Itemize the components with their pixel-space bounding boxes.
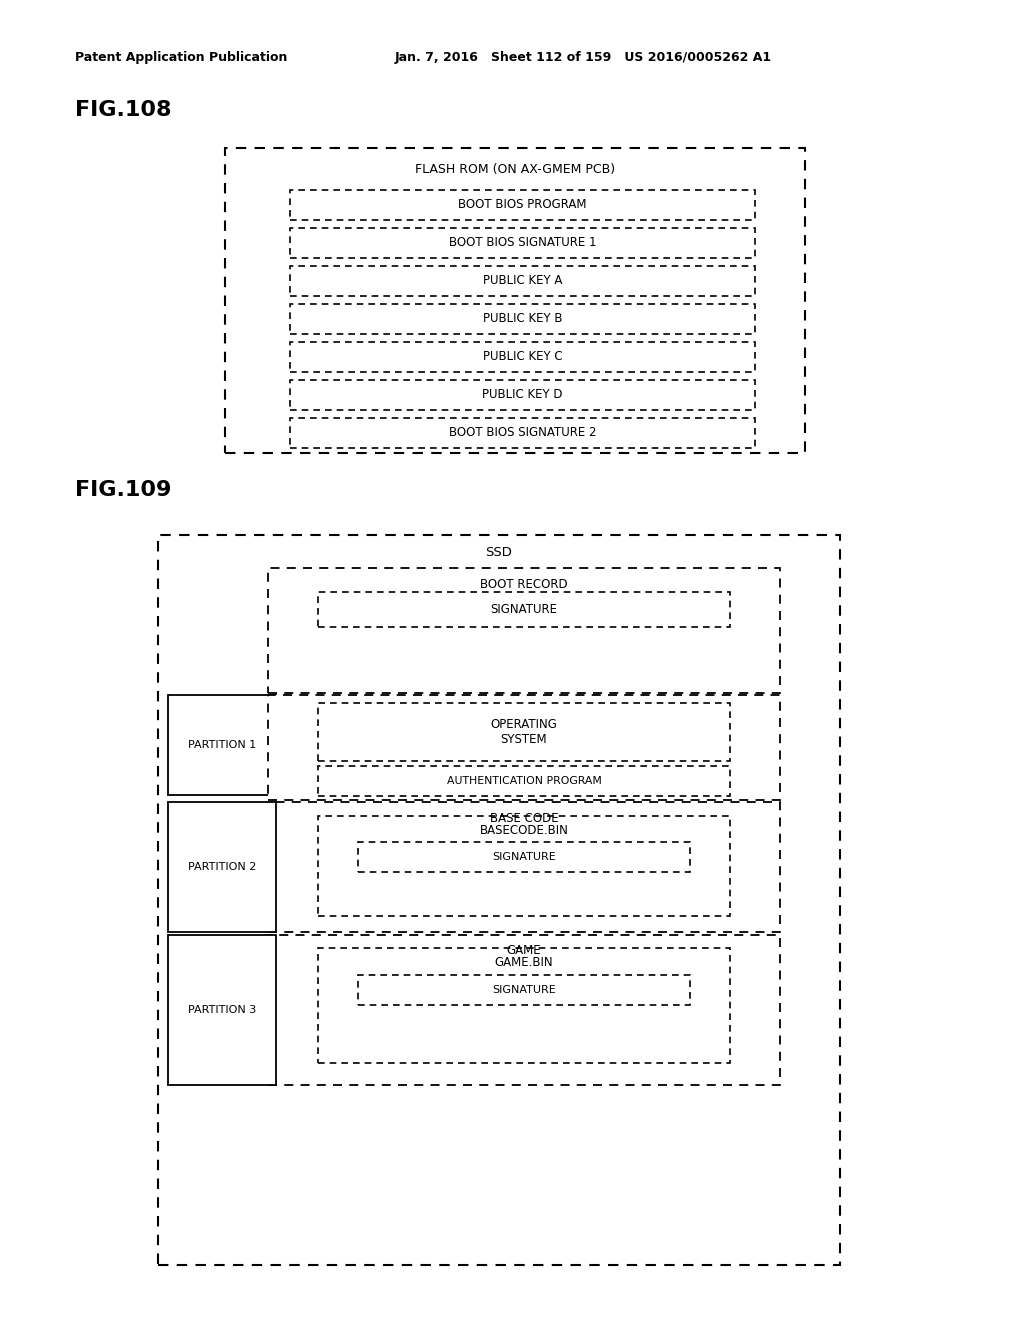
Text: SIGNATURE: SIGNATURE (490, 603, 557, 616)
Bar (318, 816, 730, 916)
Bar (358, 975, 690, 1005)
Bar (290, 342, 755, 372)
Text: PARTITION 2: PARTITION 2 (187, 862, 256, 873)
Text: FLASH ROM (ON AX-GMEM PCB): FLASH ROM (ON AX-GMEM PCB) (415, 164, 615, 177)
Bar (290, 418, 755, 447)
Text: Jan. 7, 2016   Sheet 112 of 159   US 2016/0005262 A1: Jan. 7, 2016 Sheet 112 of 159 US 2016/00… (395, 51, 772, 65)
Text: BASE CODE: BASE CODE (489, 812, 558, 825)
Text: OPERATING
SYSTEM: OPERATING SYSTEM (490, 718, 557, 746)
Text: SIGNATURE: SIGNATURE (493, 851, 556, 862)
Text: BOOT BIOS SIGNATURE 2: BOOT BIOS SIGNATURE 2 (449, 426, 596, 440)
Bar (318, 948, 730, 1063)
Bar (225, 148, 805, 453)
Bar (168, 803, 276, 932)
Text: PUBLIC KEY B: PUBLIC KEY B (482, 313, 562, 326)
Text: BASECODE.BIN: BASECODE.BIN (479, 825, 568, 837)
Text: PUBLIC KEY C: PUBLIC KEY C (482, 351, 562, 363)
Text: SSD: SSD (485, 546, 512, 560)
Bar (168, 935, 276, 1085)
Bar (318, 591, 730, 627)
Bar (318, 766, 730, 796)
Text: GAME.BIN: GAME.BIN (495, 957, 553, 969)
Text: GAME: GAME (507, 945, 542, 957)
Text: FIG.109: FIG.109 (75, 480, 171, 500)
Bar (168, 696, 276, 795)
Bar (268, 568, 780, 693)
Text: BOOT BIOS PROGRAM: BOOT BIOS PROGRAM (459, 198, 587, 211)
Bar (158, 535, 840, 1265)
Bar (318, 704, 730, 762)
Bar (290, 228, 755, 257)
Text: FIG.108: FIG.108 (75, 100, 171, 120)
Text: SIGNATURE: SIGNATURE (493, 985, 556, 995)
Bar (290, 380, 755, 411)
Text: PUBLIC KEY D: PUBLIC KEY D (482, 388, 563, 401)
Bar (290, 267, 755, 296)
Text: PUBLIC KEY A: PUBLIC KEY A (482, 275, 562, 288)
Text: BOOT BIOS SIGNATURE 1: BOOT BIOS SIGNATURE 1 (449, 236, 596, 249)
Text: BOOT RECORD: BOOT RECORD (480, 578, 568, 590)
Bar (290, 190, 755, 220)
Bar (268, 696, 780, 800)
Bar (268, 803, 780, 932)
Text: AUTHENTICATION PROGRAM: AUTHENTICATION PROGRAM (446, 776, 601, 785)
Bar (358, 842, 690, 873)
Bar (290, 304, 755, 334)
Text: PARTITION 3: PARTITION 3 (187, 1005, 256, 1015)
Text: PARTITION 1: PARTITION 1 (187, 741, 256, 750)
Text: Patent Application Publication: Patent Application Publication (75, 51, 288, 65)
Bar (268, 935, 780, 1085)
